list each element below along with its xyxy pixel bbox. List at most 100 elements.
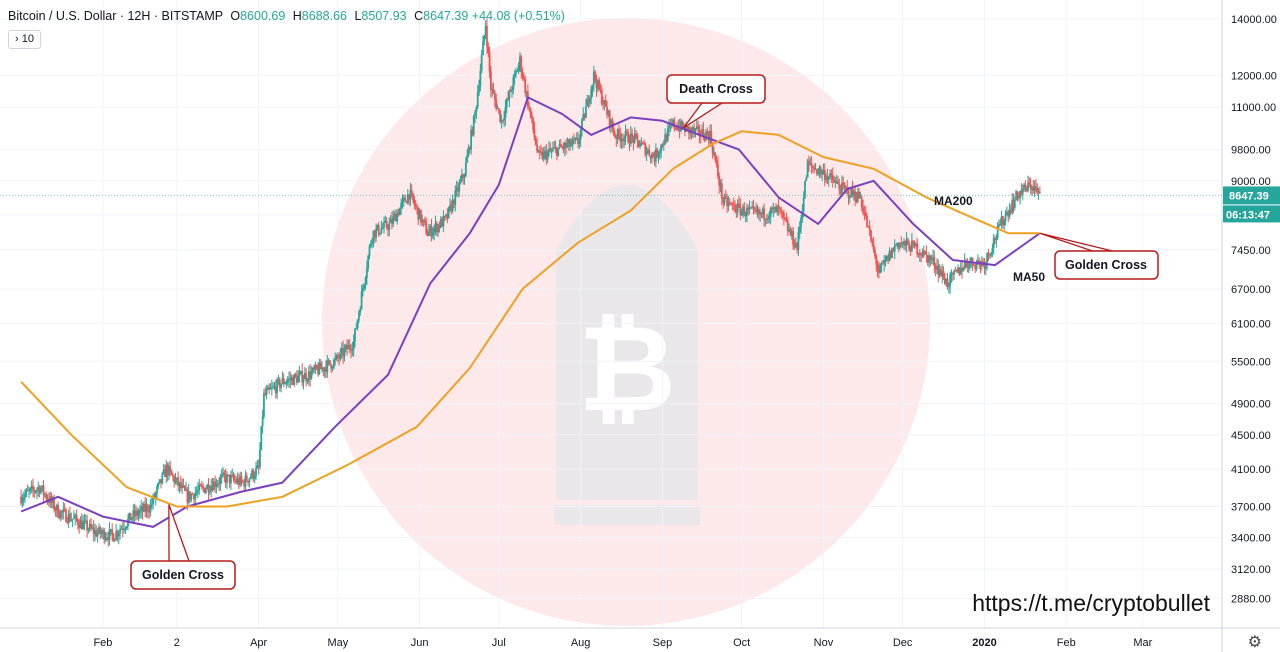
candle-body	[36, 489, 38, 492]
candle-body	[78, 525, 81, 529]
candle-body	[645, 151, 648, 156]
candle-body	[417, 207, 420, 220]
candle-body	[596, 80, 599, 89]
candle-body	[858, 191, 860, 198]
candle-body	[512, 77, 515, 90]
candle-body	[620, 139, 623, 142]
last-price-tag-bg	[1223, 186, 1280, 205]
candle-body	[509, 90, 512, 92]
candle-body	[185, 489, 187, 491]
candle-body	[421, 219, 424, 223]
bitcoin-logo-icon: ₿	[578, 302, 676, 436]
candle-body	[727, 202, 730, 206]
candle-body	[685, 125, 688, 132]
candle-body	[212, 481, 215, 491]
candle-body	[398, 208, 401, 216]
candle-body	[154, 492, 157, 498]
candle-body	[236, 478, 239, 483]
candle-body	[513, 73, 516, 78]
candle-body	[367, 255, 370, 269]
candle-body	[59, 511, 62, 518]
candle-body	[577, 138, 579, 145]
candle-body	[644, 143, 647, 156]
candle-body	[627, 132, 630, 143]
candle-body	[802, 197, 805, 212]
candle-body	[951, 272, 954, 275]
candle-body	[517, 64, 520, 71]
candle-body	[62, 509, 65, 513]
candle-body	[897, 242, 900, 248]
candle-body	[604, 100, 607, 107]
candle-body	[380, 228, 383, 234]
candle-body	[28, 490, 30, 492]
candle-body	[149, 504, 152, 513]
candle-body	[746, 207, 748, 216]
candle-body	[105, 537, 108, 539]
candle-body	[63, 509, 66, 511]
candle-body	[775, 206, 777, 213]
candle-body	[76, 519, 79, 526]
candle-body	[608, 111, 611, 127]
candle-body	[454, 190, 457, 205]
annotation-callout: Golden Cross	[130, 504, 236, 590]
candle-body	[789, 229, 792, 236]
candle-body	[359, 309, 362, 313]
candle-body	[680, 121, 682, 132]
candle-body	[504, 107, 507, 118]
candle-body	[282, 378, 285, 384]
candle-body	[936, 265, 938, 270]
candle-body	[174, 479, 177, 483]
candle-body	[102, 530, 104, 534]
candle-body	[256, 465, 259, 468]
gear-icon[interactable]: ⚙	[1247, 634, 1262, 651]
candle-body	[450, 204, 453, 212]
indicators-toggle-button[interactable]: › 10	[8, 30, 41, 49]
candle-body	[207, 484, 210, 493]
candle-body	[393, 213, 396, 217]
indicator-count: 10	[21, 33, 34, 45]
candle-body	[823, 170, 826, 180]
candle-body	[651, 153, 653, 159]
candle-body	[702, 129, 705, 138]
candle-body	[953, 270, 956, 275]
candle-body	[38, 487, 41, 493]
candle-body	[994, 238, 996, 240]
candle-body	[831, 175, 834, 181]
candle-body	[133, 510, 136, 516]
candle-body	[169, 466, 172, 471]
candle-body	[297, 376, 300, 383]
candle-body	[530, 114, 533, 118]
candle-body	[491, 89, 494, 91]
candle-body	[848, 197, 851, 199]
callout-box	[1054, 250, 1159, 280]
candle-body	[385, 220, 388, 228]
candle-body	[705, 131, 707, 141]
candle-body	[909, 250, 912, 252]
candle-body	[470, 129, 473, 150]
candle-body	[772, 208, 775, 210]
candle-body	[181, 485, 184, 489]
candle-body	[237, 478, 240, 485]
candle-body	[942, 271, 945, 279]
candle-body	[842, 182, 845, 186]
candle-body	[441, 218, 443, 227]
candle-body	[303, 373, 306, 380]
callout-pointer	[1039, 232, 1113, 252]
candle-body	[214, 481, 217, 487]
candle-body	[280, 383, 282, 388]
candle-body	[323, 367, 326, 372]
candle-body	[555, 147, 558, 156]
candle-body	[199, 484, 202, 487]
candle-body	[253, 476, 256, 479]
candle-body	[268, 387, 271, 390]
candle-body	[247, 481, 249, 483]
candle-body	[784, 217, 787, 220]
candle-body	[875, 256, 878, 265]
candle-body	[996, 225, 999, 238]
candle-body	[954, 270, 957, 272]
candle-body	[100, 533, 103, 535]
candle-body	[930, 259, 933, 261]
candle-body	[429, 226, 432, 232]
candle-body	[158, 479, 161, 483]
